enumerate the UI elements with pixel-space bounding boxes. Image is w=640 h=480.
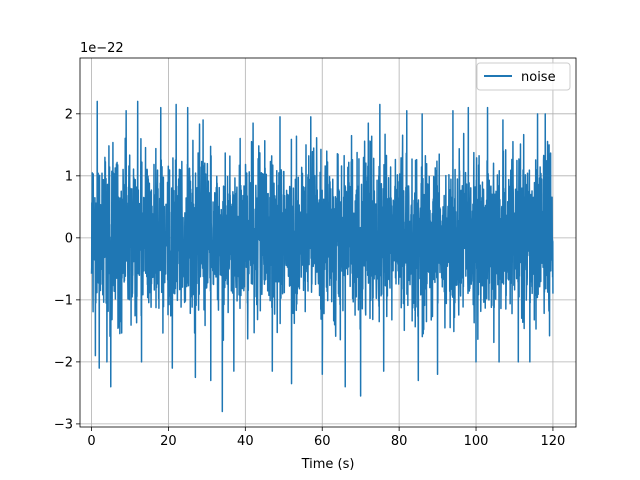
y-tick-label: −1 [54,293,73,308]
tick-marks-and-labels: 0 20 40 60 80 100 120 −3 −2 −1 0 1 2 [54,107,566,449]
y-scale-offset-label: 1e−22 [80,41,124,56]
x-tick-label: 20 [160,434,177,449]
legend-box [476,62,571,91]
y-tick-label: 0 [65,231,73,246]
x-tick-label: 100 [464,434,489,449]
axes [79,57,577,428]
axes-frame [79,57,577,428]
x-axis-label: Time (s) [301,457,355,472]
x-tick-label: 80 [391,434,408,449]
y-tick-label: 2 [65,107,73,122]
series-layer [90,100,554,413]
y-tick-label: −2 [54,355,73,370]
x-tick-label: 0 [87,434,95,449]
legend: noise [476,62,571,91]
legend-label-noise: noise [521,70,556,85]
x-tick-label: 120 [541,434,566,449]
y-tick-label: 1 [65,169,73,184]
series-line-noise [90,100,554,413]
y-tick-label: −3 [54,417,73,432]
x-tick-label: 40 [237,434,254,449]
x-tick-label: 60 [314,434,331,449]
